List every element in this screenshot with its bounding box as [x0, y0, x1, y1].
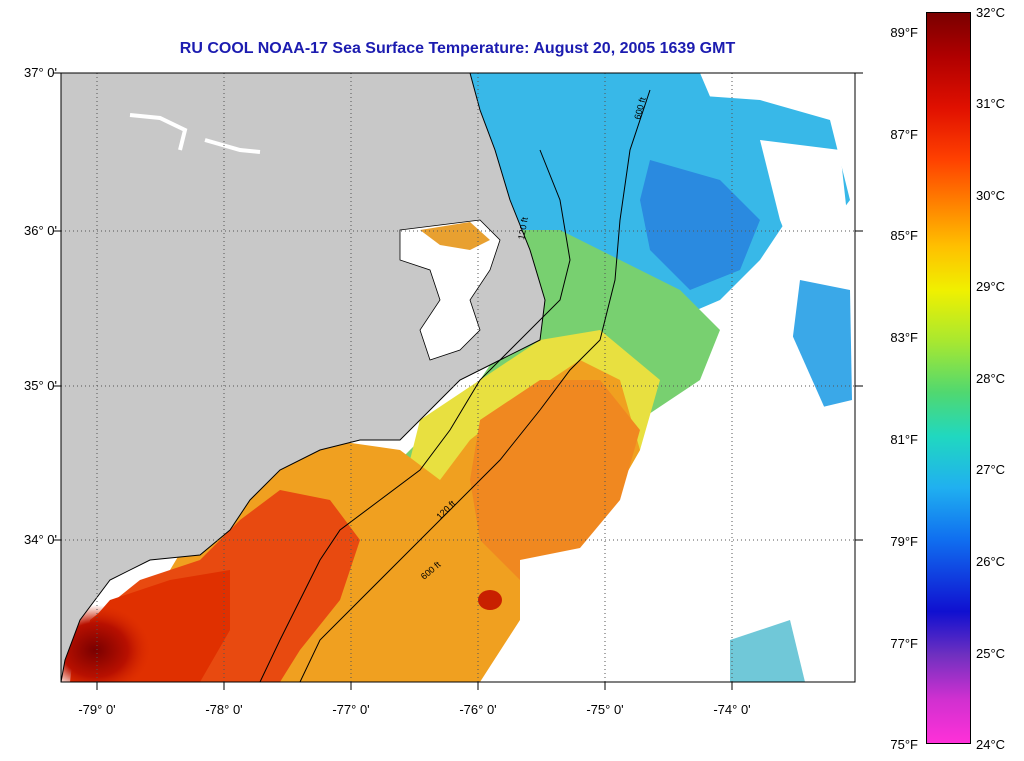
lon-label-79: -79° 0': [78, 702, 116, 717]
cb-f-75: 75°F: [890, 737, 918, 752]
cb-f-87: 87°F: [890, 127, 918, 142]
contour-600ft: [299, 89, 651, 682]
cloud-patch-southeast: [520, 540, 760, 682]
cb-f-77: 77°F: [890, 636, 918, 651]
cb-f-79: 79°F: [890, 534, 918, 549]
cb-c-30: 30°C: [976, 188, 1006, 203]
lon-label-76: -76° 0': [459, 702, 497, 717]
sound-water: [399, 219, 501, 361]
cb-c-26: 26°C: [976, 554, 1006, 569]
cloud-patch-north: [760, 140, 852, 270]
sound-warm-water: [420, 222, 490, 250]
river-white: [129, 113, 261, 154]
gulf-stream-orange: [470, 380, 640, 580]
lat-label-36: 36° 0': [24, 223, 57, 238]
deep-cold-water: [640, 160, 760, 290]
cb-c-24: 24°C: [976, 737, 1006, 752]
cb-c-28: 28°C: [976, 371, 1006, 386]
lon-label-77: -77° 0': [332, 702, 370, 717]
contour-120ft: [259, 149, 571, 682]
cold-patch-south: [730, 620, 805, 682]
cb-f-85: 85°F: [890, 228, 918, 243]
lat-label-37: 37° 0': [24, 65, 57, 80]
lat-label-35: 35° 0': [24, 378, 57, 393]
cb-c-25: 25°C: [976, 646, 1006, 661]
cb-c-32: 32°C: [976, 5, 1006, 20]
cb-f-83: 83°F: [890, 330, 918, 345]
axis-ticks: [53, 72, 863, 690]
lon-label-75: -75° 0': [586, 702, 624, 717]
contour-label-120: 120 ft: [516, 216, 530, 240]
land-mass: [61, 73, 546, 682]
cb-f-89: 89°F: [890, 25, 918, 40]
graticule: [61, 73, 855, 682]
temperature-colorbar: [926, 12, 971, 744]
cb-c-29: 29°C: [976, 279, 1006, 294]
map-frame: [60, 72, 856, 683]
lon-label-74: -74° 0': [713, 702, 751, 717]
warm-eddy-spot: [478, 590, 502, 610]
page-title: RU COOL NOAA-17 Sea Surface Temperature:…: [179, 40, 736, 57]
hot-core: [61, 605, 150, 682]
cb-c-31: 31°C: [976, 96, 1006, 111]
lon-label-78: -78° 0': [205, 702, 243, 717]
lat-label-34: 34° 0': [24, 532, 57, 547]
cb-f-81: 81°F: [890, 432, 918, 447]
cb-c-27: 27°C: [976, 462, 1006, 477]
